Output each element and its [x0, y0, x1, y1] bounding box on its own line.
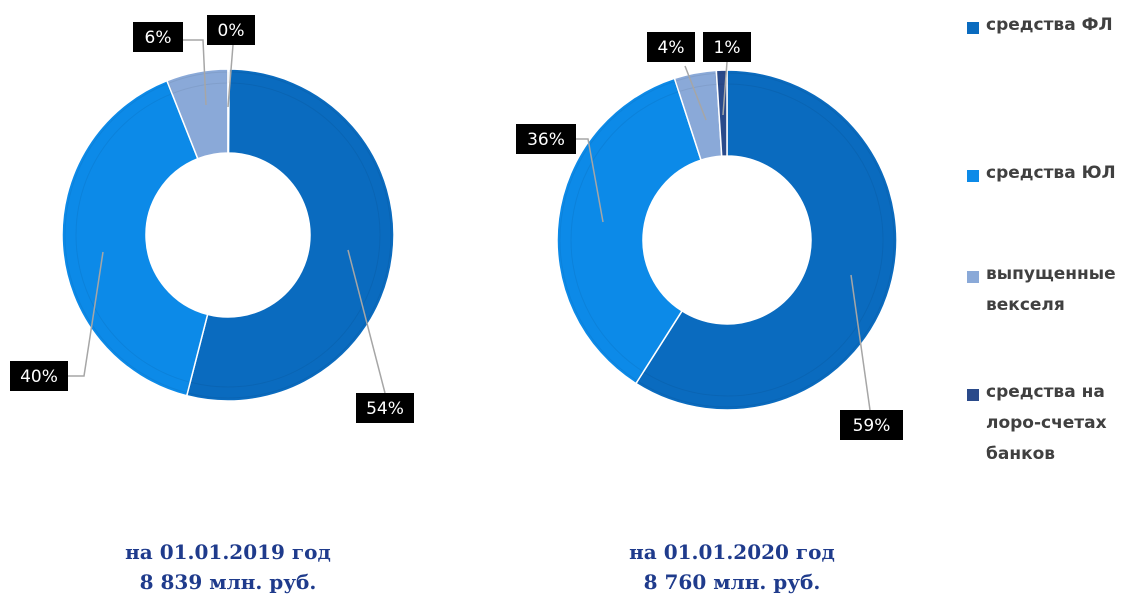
legend-item-fl: средства ФЛ [967, 15, 1113, 41]
slice-2020-ul [556, 77, 702, 385]
legend-swatch-fl [967, 22, 979, 34]
legend-item-veksel: выпущенные векселя [967, 264, 1136, 321]
chart-2020-caption-date: на 01.01.2020 год [629, 540, 835, 564]
data-label-box-2020-fl [840, 410, 903, 440]
leader-line-2019-loro [227, 44, 234, 108]
leader-line-2020-ul [576, 138, 604, 223]
slice-2020-fl-rim [637, 72, 895, 408]
chart-2019-caption: на 01.01.2019 год 8 839 млн. руб. [48, 537, 408, 597]
data-label-box-2019-loro [207, 15, 255, 45]
chart-2020-caption: на 01.01.2020 год 8 760 млн. руб. [552, 537, 912, 597]
legend-item-loro: средства на лоро-счетах банков [967, 382, 1116, 470]
legend-swatch-loro [967, 389, 979, 401]
slice-2020-loro-rim [716, 72, 727, 85]
leader-line-2020-fl [850, 274, 871, 411]
legend-label-veksel: выпущенные векселя [986, 264, 1116, 315]
legend-swatch-veksel [967, 271, 979, 283]
data-label-box-2020-ul [516, 124, 576, 154]
leader-line-2020-veksel [684, 65, 707, 121]
slice-2019-veksel-rim [168, 71, 228, 95]
slice-2020-fl [634, 69, 898, 411]
slice-2019-fl [185, 68, 395, 402]
data-label-box-2020-veksel [647, 32, 695, 62]
slice-2019-ul-rim [64, 83, 191, 394]
data-label-2019-loro: 0% [218, 21, 245, 41]
leader-line-2020-loro [722, 61, 728, 116]
data-label-2019-veksel: 6% [145, 28, 172, 48]
legend-label-ul: средства ЮЛ [986, 163, 1116, 183]
data-label-2019-fl: 54% [366, 399, 404, 419]
legend-item-ul: средства ЮЛ [967, 163, 1116, 189]
slice-2020-ul-rim [559, 80, 679, 382]
data-label-box-2019-ul [10, 361, 68, 391]
legend-label-loro: средства на лоро-счетах банков [986, 382, 1107, 464]
data-label-2020-fl: 59% [853, 416, 891, 436]
data-label-box-2019-veksel [133, 22, 183, 52]
chart-2020-caption-total: 8 760 млн. руб. [643, 570, 821, 594]
data-label-box-2019-fl [356, 393, 414, 423]
data-label-box-2020-loro [703, 32, 751, 62]
chart-2019-caption-total: 8 839 млн. руб. [139, 570, 317, 594]
leader-line-2019-veksel [183, 39, 207, 106]
chart-2019-caption-date: на 01.01.2019 год [125, 540, 331, 564]
legend-swatch-ul [967, 170, 979, 182]
data-label-2020-ul: 36% [527, 130, 565, 150]
leader-line-2019-ul [68, 251, 104, 377]
data-label-2020-loro: 1% [714, 38, 741, 58]
data-label-2019-ul: 40% [20, 367, 58, 387]
legend-label-fl: средства ФЛ [986, 15, 1113, 35]
leader-line-2019-fl [347, 249, 386, 394]
slice-2019-fl-rim [187, 71, 392, 399]
data-label-2020-veksel: 4% [658, 38, 685, 58]
